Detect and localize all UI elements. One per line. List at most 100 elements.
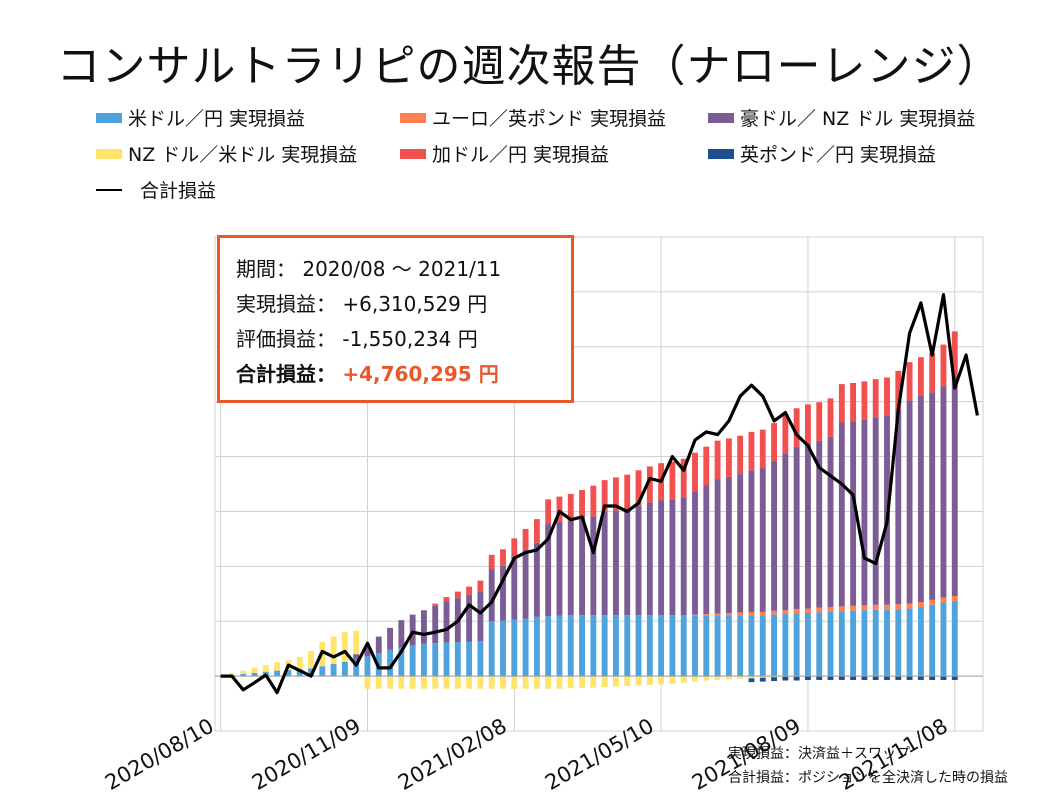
legend-swatch — [96, 112, 122, 123]
bar-segment — [567, 493, 574, 521]
bar-segment — [669, 615, 676, 677]
bar-segment — [556, 496, 563, 523]
bar-segment — [725, 476, 732, 613]
bar-segment — [884, 377, 890, 416]
bar-segment — [771, 610, 777, 615]
bar-segment — [861, 676, 868, 680]
summary-total-row: 合計損益： +4,760,295 円 — [236, 357, 571, 392]
bar-segment — [793, 613, 800, 677]
bar-segment — [917, 606, 924, 677]
bar-segment — [364, 656, 371, 677]
bar-segment — [771, 423, 777, 462]
bar-segment — [545, 616, 552, 677]
bar-segment — [443, 597, 450, 602]
bar-segment — [929, 352, 936, 393]
bar-segment — [658, 500, 665, 616]
bar-segment — [940, 344, 947, 387]
bar-segment — [285, 670, 292, 677]
bar-segment — [929, 599, 936, 605]
bar-segment — [658, 676, 665, 685]
bar-segment — [477, 580, 484, 592]
bar-segment — [861, 605, 868, 611]
bar-segment — [522, 618, 529, 677]
bar-segment — [737, 676, 744, 679]
bar-segment — [579, 518, 585, 616]
bar-segment — [703, 615, 710, 677]
bar-segment — [443, 601, 450, 643]
bar-segment — [737, 474, 744, 613]
bar-segment — [658, 615, 665, 677]
bar-segment — [838, 676, 845, 680]
bar-segment — [624, 474, 631, 509]
bar-segment — [951, 331, 958, 376]
bar-segment — [533, 616, 540, 677]
legend-swatch — [400, 148, 426, 159]
bar-segment — [850, 605, 857, 611]
legend-swatch — [708, 148, 734, 159]
bar-segment — [827, 436, 834, 607]
bar-segment — [940, 597, 947, 603]
bar-segment — [759, 676, 766, 678]
bar-segment — [850, 421, 857, 606]
bar-segment — [782, 453, 789, 611]
bar-segment — [646, 615, 653, 677]
bar-segment — [511, 538, 518, 557]
bar-segment — [692, 491, 698, 615]
bar-segment — [703, 614, 710, 616]
summary-box: 期間： 2020/08 〜 2021/11 実現損益： +6,310,529 円… — [217, 235, 574, 403]
bar-segment — [251, 667, 258, 673]
bar-segment — [443, 642, 450, 677]
total-value: +4,760,295 円 — [342, 362, 499, 386]
bar-segment — [884, 676, 890, 680]
bar-segment — [613, 510, 619, 616]
summary-period-row: 期間： 2020/08 〜 2021/11 — [236, 252, 571, 287]
bar-segment — [613, 676, 619, 687]
bar-segment — [477, 640, 484, 677]
bar-segment — [601, 511, 608, 616]
bar-segment — [737, 435, 744, 475]
bar-segment — [951, 375, 958, 596]
bar-segment — [929, 604, 936, 677]
bar-segment — [511, 619, 518, 677]
bar-segment — [872, 604, 879, 610]
bar-segment — [737, 612, 744, 616]
unrealized-value: -1,550,234 円 — [342, 327, 478, 351]
bar-segment — [409, 614, 416, 646]
bar-segment — [940, 386, 947, 598]
bar-segment — [545, 524, 552, 617]
bar-segment — [827, 676, 834, 680]
bar-segment — [296, 669, 303, 677]
bar-segment — [737, 615, 744, 677]
bar-segment — [692, 615, 698, 677]
bar-segment — [759, 615, 766, 677]
bar-segment — [748, 611, 755, 616]
bar-segment — [838, 384, 845, 423]
bar-segment — [567, 520, 574, 616]
bar-segment — [454, 676, 461, 689]
bar-segment — [850, 383, 857, 422]
legend-item: 豪ドル／ NZ ドル 実現損益 — [708, 104, 975, 131]
bar-segment — [917, 357, 924, 396]
bar-segment — [556, 522, 563, 616]
bar-segment — [771, 614, 777, 677]
bar-segment — [613, 477, 619, 511]
bar-segment — [330, 664, 337, 677]
bar-segment — [590, 676, 597, 688]
bar-segment — [872, 609, 879, 677]
legend-label: NZ ドル／米ドル 実現損益 — [128, 144, 358, 166]
bar-segment — [782, 614, 789, 677]
bar-segment — [759, 468, 766, 612]
bar-segment — [635, 676, 642, 686]
bar-segment — [454, 591, 461, 599]
bar-segment — [556, 615, 563, 677]
bar-segment — [703, 485, 710, 615]
bar-segment — [635, 505, 642, 616]
footnote-realized: 実現損益：決済益＋スワップ — [728, 746, 910, 762]
bar-segment — [703, 676, 710, 681]
bar-segment — [229, 673, 235, 676]
legend-swatch — [708, 112, 734, 123]
bar-segment — [387, 627, 393, 650]
bar-segment — [488, 676, 495, 689]
bar-segment — [375, 636, 382, 654]
bar-segment — [861, 419, 868, 606]
